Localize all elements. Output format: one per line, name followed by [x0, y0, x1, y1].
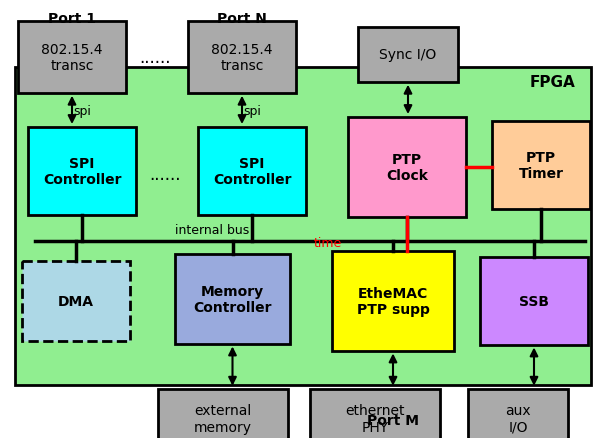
Text: ethernet
PHY: ethernet PHY	[345, 403, 405, 434]
Bar	[492, 122, 590, 209]
Bar	[310, 389, 440, 438]
Text: spi: spi	[73, 105, 91, 118]
Text: Port N: Port N	[217, 12, 267, 26]
Text: Sync I/O: Sync I/O	[379, 48, 437, 62]
Text: SPI
Controller: SPI Controller	[43, 156, 121, 187]
Bar	[358, 28, 458, 83]
Bar	[15, 68, 591, 385]
Bar	[480, 257, 588, 345]
Bar	[158, 389, 288, 438]
Bar	[28, 127, 136, 215]
Text: aux
I/O: aux I/O	[505, 403, 531, 434]
Text: EtheMAC
PTP supp: EtheMAC PTP supp	[356, 286, 430, 316]
Text: Memory
Controller: Memory Controller	[193, 284, 271, 314]
Bar	[468, 389, 568, 438]
Bar	[332, 251, 454, 351]
Text: Port M: Port M	[367, 413, 419, 427]
Text: time: time	[314, 236, 342, 249]
Text: internal bus: internal bus	[175, 223, 249, 236]
Bar	[18, 22, 126, 94]
Text: DMA: DMA	[58, 294, 94, 308]
Bar	[188, 22, 296, 94]
Text: SPI
Controller: SPI Controller	[213, 156, 291, 187]
Text: FPGA: FPGA	[529, 75, 575, 90]
Text: ......: ......	[139, 49, 171, 67]
Text: PTP
Timer: PTP Timer	[519, 150, 564, 180]
Bar	[22, 261, 130, 341]
Text: spi: spi	[243, 105, 261, 118]
Text: Port 1: Port 1	[48, 12, 96, 26]
Text: 802.15.4
transc: 802.15.4 transc	[211, 43, 273, 73]
Bar	[175, 254, 290, 344]
Text: external
memory: external memory	[194, 403, 252, 434]
Text: 802.15.4
transc: 802.15.4 transc	[41, 43, 103, 73]
Text: PTP
Clock: PTP Clock	[386, 152, 428, 183]
Bar	[198, 127, 306, 215]
Text: SSB: SSB	[519, 294, 549, 308]
Bar	[348, 118, 466, 217]
Text: ......: ......	[149, 166, 181, 184]
